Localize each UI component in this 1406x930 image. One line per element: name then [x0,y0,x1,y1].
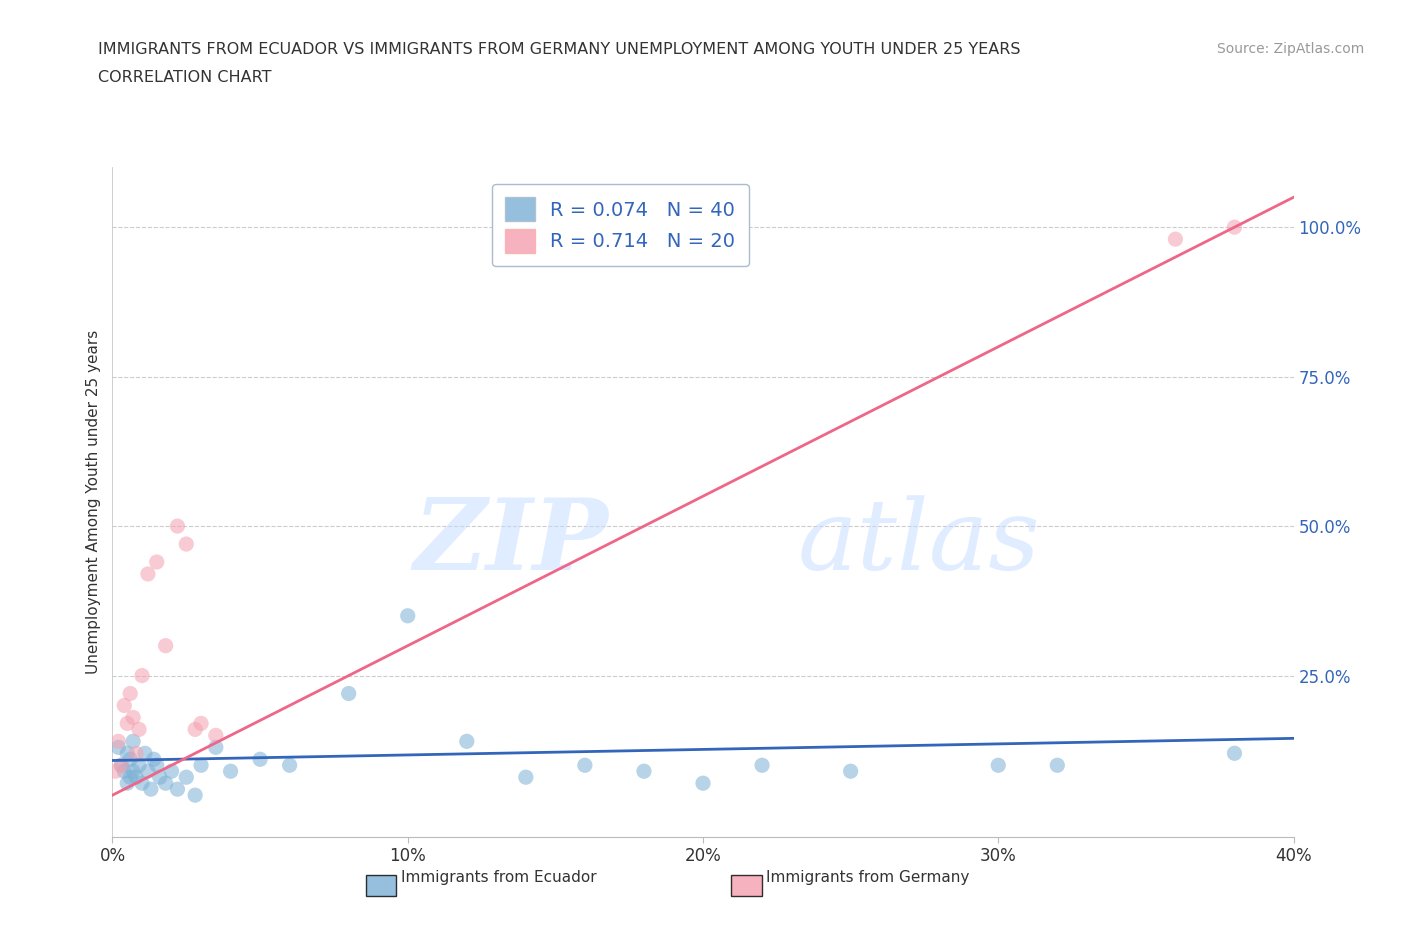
Point [184,788,207,803]
Point [149,770,172,785]
Point [515,770,537,785]
Point [125,770,148,785]
Point [160,764,183,778]
Point [205,740,228,755]
Point [107,740,129,755]
Point [139,782,162,797]
Point [120,751,142,766]
Point [633,764,655,778]
Point [1223,219,1246,234]
Point [104,764,127,778]
Point [120,686,142,701]
Point [117,716,138,731]
Point [117,776,138,790]
Text: atlas: atlas [797,495,1040,590]
Point [692,776,714,790]
Point [190,716,212,731]
Point [146,554,169,569]
Point [987,758,1010,773]
Text: IMMIGRANTS FROM ECUADOR VS IMMIGRANTS FROM GERMANY UNEMPLOYMENT AMONG YOUTH UNDE: IMMIGRANTS FROM ECUADOR VS IMMIGRANTS FR… [98,42,1021,57]
Point [396,608,419,623]
Point [136,566,159,581]
Point [166,782,188,797]
Point [146,758,169,773]
Point [839,764,862,778]
Point [155,638,177,653]
Point [174,537,197,551]
Point [117,746,138,761]
Point [1223,746,1246,761]
Point [574,758,596,773]
Point [278,758,301,773]
Point [751,758,773,773]
Text: Immigrants from Ecuador: Immigrants from Ecuador [401,870,596,885]
Point [205,728,228,743]
Point [184,722,207,737]
Point [456,734,478,749]
Text: Source: ZipAtlas.com: Source: ZipAtlas.com [1216,42,1364,56]
Point [112,764,135,778]
Point [219,764,242,778]
Text: ZIP: ZIP [413,494,609,591]
Point [174,770,197,785]
Point [136,764,159,778]
Point [122,764,145,778]
Point [112,698,135,713]
Text: Immigrants from Germany: Immigrants from Germany [766,870,970,885]
Point [110,758,132,773]
Point [125,746,148,761]
Point [122,734,145,749]
Point [128,722,150,737]
Point [120,770,142,785]
Point [128,758,150,773]
Point [142,751,165,766]
Point [131,776,153,790]
Point [155,776,177,790]
Point [1046,758,1069,773]
Point [190,758,212,773]
Point [337,686,360,701]
Y-axis label: Unemployment Among Youth under 25 years: Unemployment Among Youth under 25 years [86,330,101,674]
Point [134,746,156,761]
Point [166,519,188,534]
Point [110,758,132,773]
Text: CORRELATION CHART: CORRELATION CHART [98,70,271,85]
Point [107,734,129,749]
Point [131,668,153,683]
Legend: R = 0.074   N = 40, R = 0.714   N = 20: R = 0.074 N = 40, R = 0.714 N = 20 [492,184,749,266]
Point [122,710,145,724]
Point [1164,232,1187,246]
Point [249,751,271,766]
